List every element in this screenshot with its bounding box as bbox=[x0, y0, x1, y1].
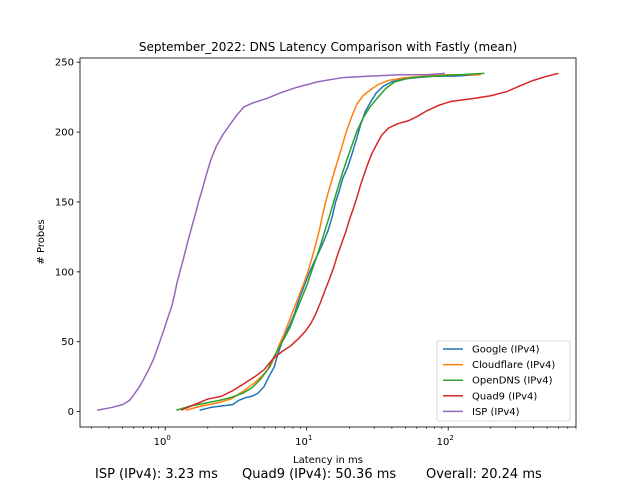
series-line-3 bbox=[176, 72, 485, 411]
legend-label-1: Google (IPv4) bbox=[472, 345, 540, 356]
footer-overall-mean: Overall: 20.24 ms bbox=[426, 467, 542, 480]
y-tick-label-3: 100 bbox=[55, 267, 74, 278]
y-tick-label-6: 250 bbox=[55, 58, 74, 69]
legend-box bbox=[436, 340, 571, 422]
legend-items: Google (IPv4) Cloudflare (IPv4) OpenDNS (I… bbox=[443, 345, 555, 418]
legend-label-4: Quad9 (IPv4) bbox=[472, 391, 537, 402]
y-axis-label: # Probes bbox=[36, 219, 47, 264]
legend-label-5: ISP (IPv4) bbox=[472, 407, 520, 418]
series-line-2 bbox=[185, 74, 481, 411]
footer-isp-mean: ISP (IPv4): 3.23 ms bbox=[95, 467, 218, 480]
axes-layer bbox=[79, 57, 577, 428]
footer-quad9-mean: Quad9 (IPv4): 50.36 ms bbox=[242, 467, 396, 480]
y-tick-label-1: 0 bbox=[68, 407, 74, 418]
x-axis-label: Latency in ms bbox=[293, 455, 363, 466]
series-line-5 bbox=[96, 72, 446, 411]
legend: Google (IPv4) Cloudflare (IPv4) OpenDNS (I… bbox=[436, 340, 571, 422]
y-ticks: 0 50 100 150 200 250 bbox=[55, 58, 80, 418]
y-tick-label-4: 150 bbox=[55, 197, 74, 208]
y-tick-label-5: 200 bbox=[55, 128, 74, 139]
plot-frame bbox=[79, 57, 577, 428]
series-line-4 bbox=[181, 72, 559, 411]
series-layer bbox=[96, 72, 559, 411]
legend-label-2: Cloudflare (IPv4) bbox=[472, 360, 555, 371]
chart-title: September_2022: DNS Latency Comparison w… bbox=[139, 40, 517, 54]
y-tick-label-2: 50 bbox=[61, 337, 74, 348]
legend-label-3: OpenDNS (IPv4) bbox=[472, 376, 553, 387]
series-line-1 bbox=[199, 74, 478, 411]
